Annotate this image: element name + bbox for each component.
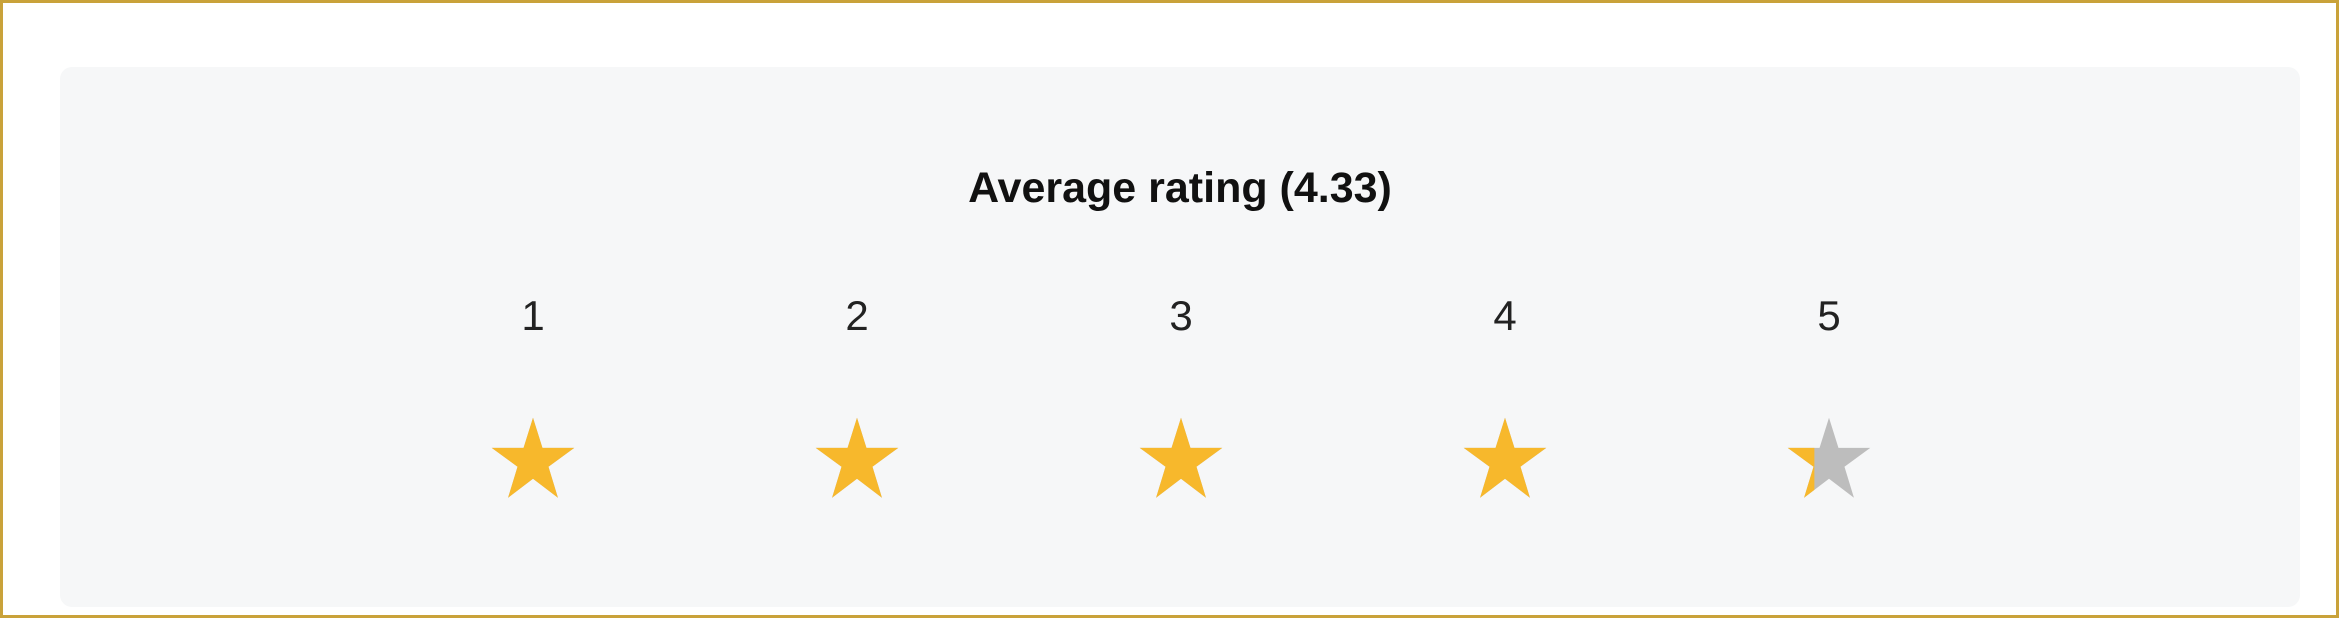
- star-icon: [1786, 416, 1872, 502]
- star-filled-shape: [1463, 417, 1547, 498]
- rating-number: 2: [845, 292, 869, 339]
- rating-option-2[interactable]: 2: [797, 67, 917, 607]
- star-filled-shape: [815, 417, 899, 498]
- star-icon: [1462, 416, 1548, 502]
- rating-option-4[interactable]: 4: [1445, 67, 1565, 607]
- star-empty-shape: [1787, 417, 1871, 498]
- rating-option-5[interactable]: 5: [1769, 67, 1889, 607]
- star-filled-shape: [1139, 417, 1223, 498]
- rating-number: 1: [521, 292, 545, 339]
- rating-option-3[interactable]: 3: [1121, 67, 1241, 607]
- star-icon: [1138, 416, 1224, 502]
- average-rating-title: Average rating (4.33): [968, 164, 1392, 212]
- rating-option-1[interactable]: 1: [473, 67, 593, 607]
- rating-number: 3: [1169, 292, 1193, 339]
- rating-number: 5: [1817, 292, 1841, 339]
- rating-panel: Average rating (4.33) 1 2 3 4 5: [60, 67, 2300, 607]
- star-filled-shape: [1787, 447, 1815, 498]
- star-icon: [814, 416, 900, 502]
- star-icon: [490, 416, 576, 502]
- star-filled-shape: [491, 417, 575, 498]
- rating-number: 4: [1493, 292, 1517, 339]
